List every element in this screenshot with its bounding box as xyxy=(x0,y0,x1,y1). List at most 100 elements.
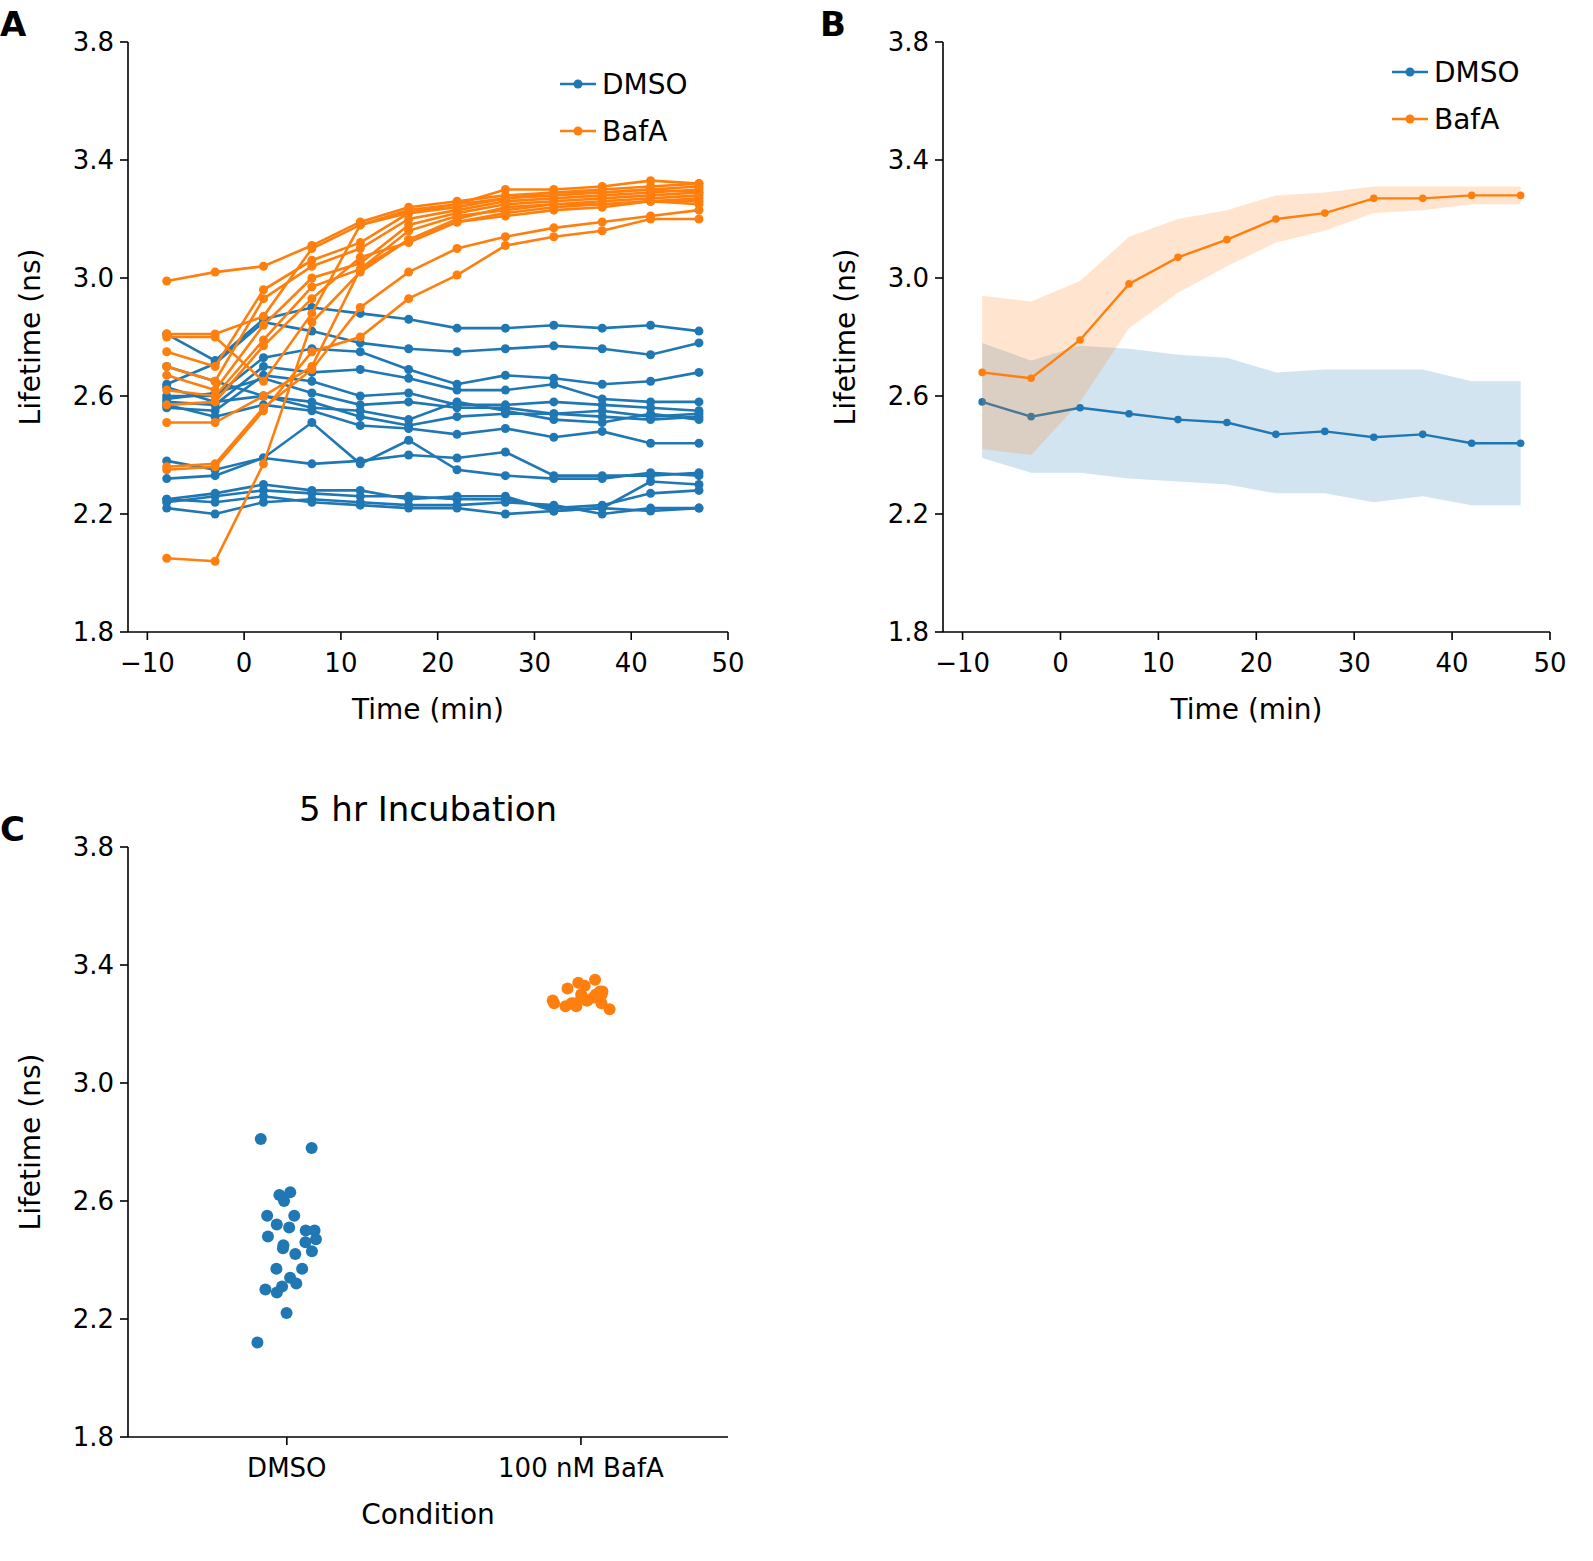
marker xyxy=(162,400,171,409)
marker xyxy=(598,226,607,235)
marker xyxy=(259,392,268,401)
marker xyxy=(501,185,510,194)
y-tick-label: 2.2 xyxy=(888,499,929,529)
marker xyxy=(694,504,703,513)
marker xyxy=(598,188,607,197)
marker xyxy=(404,374,413,383)
marker xyxy=(211,462,220,471)
x-tick xyxy=(1451,632,1453,640)
marker xyxy=(307,365,316,374)
line xyxy=(167,210,699,467)
marker xyxy=(162,362,171,371)
marker xyxy=(453,397,462,406)
marker xyxy=(404,268,413,277)
marker xyxy=(453,200,462,209)
x-axis-line xyxy=(943,631,1550,633)
panel: C1.82.22.63.03.43.8DMSO100 nM BafALifeti… xyxy=(0,789,728,1531)
point xyxy=(281,1307,293,1319)
marker xyxy=(1027,375,1035,383)
marker xyxy=(646,176,655,185)
marker xyxy=(549,191,558,200)
x-tick xyxy=(437,632,439,640)
y-tick xyxy=(120,159,128,161)
x-tick xyxy=(340,632,342,640)
marker xyxy=(211,418,220,427)
marker xyxy=(453,217,462,226)
marker xyxy=(307,274,316,283)
marker xyxy=(646,409,655,418)
y-tick xyxy=(120,846,128,848)
marker xyxy=(404,436,413,445)
y-tick xyxy=(120,1082,128,1084)
marker xyxy=(1076,404,1084,412)
marker xyxy=(598,418,607,427)
y-tick xyxy=(935,159,943,161)
legend-marker xyxy=(574,127,583,136)
marker xyxy=(1419,431,1427,439)
marker xyxy=(356,459,365,468)
marker xyxy=(501,194,510,203)
x-tick-label: 10 xyxy=(1142,648,1175,678)
y-tick xyxy=(935,513,943,515)
marker xyxy=(307,389,316,398)
point xyxy=(300,1225,312,1237)
marker xyxy=(978,369,986,377)
marker xyxy=(549,232,558,241)
marker xyxy=(162,495,171,504)
x-tick-label: 10 xyxy=(324,648,357,678)
marker xyxy=(646,185,655,194)
marker xyxy=(453,430,462,439)
marker xyxy=(404,504,413,513)
marker xyxy=(259,285,268,294)
marker xyxy=(356,347,365,356)
plot-area xyxy=(978,187,1524,506)
y-axis-line xyxy=(127,42,129,632)
marker xyxy=(162,276,171,285)
point xyxy=(251,1337,263,1349)
marker xyxy=(1125,280,1133,288)
band xyxy=(982,187,1520,455)
marker xyxy=(453,200,462,209)
marker xyxy=(307,498,316,507)
point xyxy=(289,1248,301,1260)
marker xyxy=(453,244,462,253)
point xyxy=(306,1142,318,1154)
y-tick xyxy=(120,1436,128,1438)
marker xyxy=(549,433,558,442)
marker xyxy=(211,397,220,406)
marker xyxy=(404,415,413,424)
point xyxy=(270,1263,282,1275)
marker xyxy=(646,197,655,206)
marker xyxy=(404,492,413,501)
legend-label: DMSO xyxy=(1434,56,1520,89)
y-tick xyxy=(120,41,128,43)
marker xyxy=(1419,195,1427,203)
marker xyxy=(598,504,607,513)
marker xyxy=(598,324,607,333)
marker xyxy=(356,244,365,253)
marker xyxy=(646,321,655,330)
marker xyxy=(307,377,316,386)
marker xyxy=(404,294,413,303)
marker xyxy=(694,200,703,209)
marker xyxy=(1517,439,1525,447)
legend-label: BafA xyxy=(1434,103,1499,136)
marker xyxy=(598,380,607,389)
marker xyxy=(694,439,703,448)
marker xyxy=(404,424,413,433)
marker xyxy=(501,324,510,333)
y-tick-label: 3.0 xyxy=(73,263,114,293)
line xyxy=(167,499,699,514)
x-axis-label: Condition xyxy=(361,1498,495,1531)
marker xyxy=(211,362,220,371)
legend-label: DMSO xyxy=(602,68,688,101)
marker xyxy=(598,217,607,226)
point xyxy=(310,1233,322,1245)
x-tick-label: 20 xyxy=(1240,648,1273,678)
y-tick-label: 3.4 xyxy=(888,145,929,175)
marker xyxy=(694,415,703,424)
y-tick-label: 1.8 xyxy=(73,1422,114,1452)
marker xyxy=(211,510,220,519)
figure: A1.82.22.63.03.43.8−1001020304050Lifetim… xyxy=(0,0,1593,1561)
y-tick xyxy=(120,513,128,515)
